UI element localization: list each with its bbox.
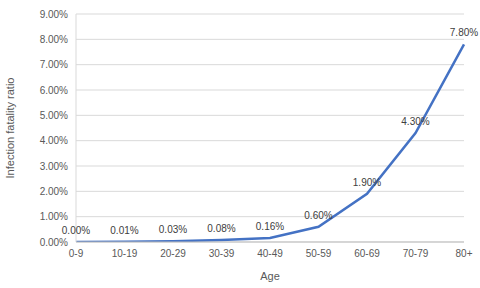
svg-text:0.16%: 0.16% <box>256 221 284 232</box>
svg-text:30-39: 30-39 <box>209 248 235 259</box>
svg-text:1.00%: 1.00% <box>40 211 68 222</box>
svg-text:80+: 80+ <box>456 248 472 259</box>
svg-text:0.03%: 0.03% <box>159 224 187 235</box>
svg-text:20-29: 20-29 <box>160 248 186 259</box>
svg-text:Infection fatality ratio: Infection fatality ratio <box>8 78 16 179</box>
svg-text:Age: Age <box>260 270 280 282</box>
svg-text:40-49: 40-49 <box>257 248 283 259</box>
svg-text:3.00%: 3.00% <box>40 161 68 172</box>
svg-text:9.00%: 9.00% <box>40 9 68 20</box>
svg-text:4.30%: 4.30% <box>401 116 429 127</box>
svg-text:10-19: 10-19 <box>112 248 138 259</box>
svg-text:0-9: 0-9 <box>69 248 84 259</box>
svg-text:8.00%: 8.00% <box>40 34 68 45</box>
svg-text:60-69: 60-69 <box>354 248 380 259</box>
svg-text:6.00%: 6.00% <box>40 85 68 96</box>
svg-text:0.08%: 0.08% <box>207 223 235 234</box>
svg-text:1.90%: 1.90% <box>353 177 381 188</box>
svg-text:0.60%: 0.60% <box>304 210 332 221</box>
svg-text:2.00%: 2.00% <box>40 186 68 197</box>
svg-text:0.00%: 0.00% <box>62 225 90 236</box>
svg-text:0.01%: 0.01% <box>110 225 138 236</box>
svg-text:7.00%: 7.00% <box>40 59 68 70</box>
svg-text:5.00%: 5.00% <box>40 110 68 121</box>
svg-text:4.00%: 4.00% <box>40 135 68 146</box>
svg-text:50-59: 50-59 <box>306 248 332 259</box>
svg-text:0.00%: 0.00% <box>40 237 68 248</box>
svg-text:7.80%: 7.80% <box>450 27 472 38</box>
svg-text:70-79: 70-79 <box>403 248 429 259</box>
